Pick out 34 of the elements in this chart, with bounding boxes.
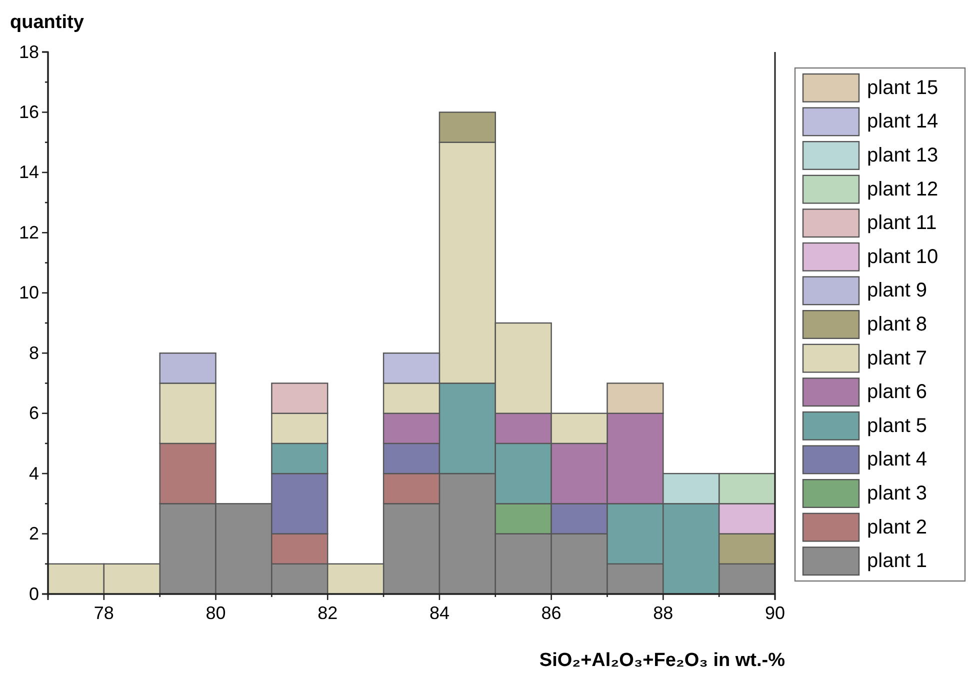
x-tick-label: 78 — [94, 602, 114, 623]
x-tick-label: 82 — [318, 602, 338, 623]
y-tick-label: 0 — [28, 584, 39, 604]
y-tick-label: 14 — [18, 162, 39, 182]
y-tick-label: 18 — [18, 42, 39, 62]
y-tick-label: 16 — [18, 102, 39, 122]
x-tick-label: 86 — [541, 602, 562, 623]
legend-label: plant 13 — [867, 144, 938, 166]
y-tick-label: 12 — [18, 222, 39, 242]
legend-label: plant 7 — [867, 347, 928, 370]
legend-label: plant 2 — [867, 516, 928, 538]
y-axis-title: quantity — [10, 12, 84, 33]
legend-label: plant 3 — [867, 482, 928, 504]
legend-label: plant 14 — [867, 110, 938, 133]
legend-label: plant 11 — [867, 212, 937, 234]
legend-label: plant 5 — [867, 414, 928, 437]
x-tick-label: 88 — [653, 602, 674, 623]
legend-label: plant 1 — [867, 550, 928, 572]
legend-label: plant 8 — [867, 314, 928, 336]
legend-label: plant 9 — [867, 280, 928, 302]
x-axis-title: SiO₂+Al₂O₃+Fe₂O₃ in wt.-% — [539, 650, 786, 671]
y-tick-label: 8 — [28, 342, 39, 363]
y-tick-label: 10 — [18, 282, 39, 303]
y-tick-label: 4 — [28, 463, 39, 484]
legend-label: plant 15 — [867, 76, 938, 99]
x-tick-label: 90 — [764, 602, 786, 623]
x-tick-label: 80 — [206, 602, 226, 623]
y-tick-label: 2 — [28, 524, 39, 544]
legend-label: plant 10 — [867, 246, 938, 268]
legend-label: plant 4 — [867, 448, 928, 471]
y-tick-label: 6 — [28, 403, 39, 424]
legend-label: plant 6 — [867, 381, 928, 404]
legend-label: plant 12 — [867, 178, 938, 200]
x-tick-label: 84 — [429, 602, 450, 623]
